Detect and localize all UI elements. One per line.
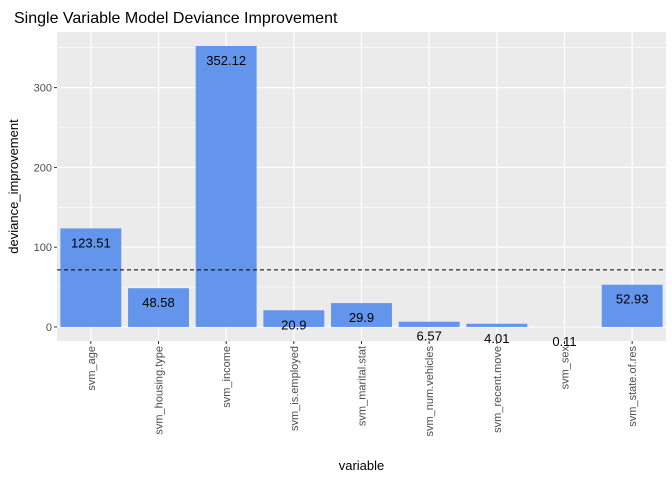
chart-title: Single Variable Model Deviance Improveme… bbox=[14, 10, 338, 27]
data-label: 29.9 bbox=[349, 310, 374, 325]
x-tick-label: svm_sex bbox=[560, 346, 572, 390]
data-label: 4.01 bbox=[484, 331, 509, 346]
y-axis: 0 100 200 300 bbox=[34, 83, 57, 334]
x-tick-label: svm_marital.stat bbox=[357, 346, 369, 426]
x-tick-label: svm_recent.move bbox=[492, 346, 504, 433]
y-tick-label: 0 bbox=[46, 322, 52, 334]
data-label: 52.93 bbox=[616, 292, 649, 307]
y-tick-label: 200 bbox=[34, 162, 52, 174]
bar bbox=[60, 228, 122, 327]
x-tick-label: svm_is.employed bbox=[289, 346, 301, 431]
x-tick-label: svm_num.vehicles bbox=[424, 346, 436, 437]
x-tick-label: svm_state.of.res bbox=[627, 346, 639, 427]
bar bbox=[601, 284, 663, 327]
data-label: 48.58 bbox=[142, 295, 175, 310]
data-label: 6.57 bbox=[417, 329, 442, 344]
y-tick-label: 300 bbox=[34, 83, 52, 95]
y-axis-title: deviance_improvement bbox=[6, 119, 21, 254]
x-axis-title: variable bbox=[339, 458, 385, 473]
y-tick-label: 100 bbox=[34, 242, 52, 254]
x-axis: svm_age svm_housing.type svm_income svm_is.… bbox=[86, 341, 639, 436]
x-tick-label: svm_income bbox=[221, 346, 233, 408]
bar bbox=[466, 323, 528, 327]
bar bbox=[128, 288, 189, 327]
bar bbox=[195, 46, 257, 327]
bars bbox=[60, 46, 663, 327]
x-tick-label: svm_housing.type bbox=[154, 346, 166, 435]
bar bbox=[331, 303, 392, 327]
bar bbox=[263, 310, 325, 327]
data-label: 352.12 bbox=[206, 53, 246, 68]
x-tick-label: svm_age bbox=[86, 346, 98, 391]
data-label: 20.9 bbox=[281, 317, 306, 332]
bar bbox=[398, 321, 460, 327]
data-label: 123.51 bbox=[71, 235, 111, 250]
